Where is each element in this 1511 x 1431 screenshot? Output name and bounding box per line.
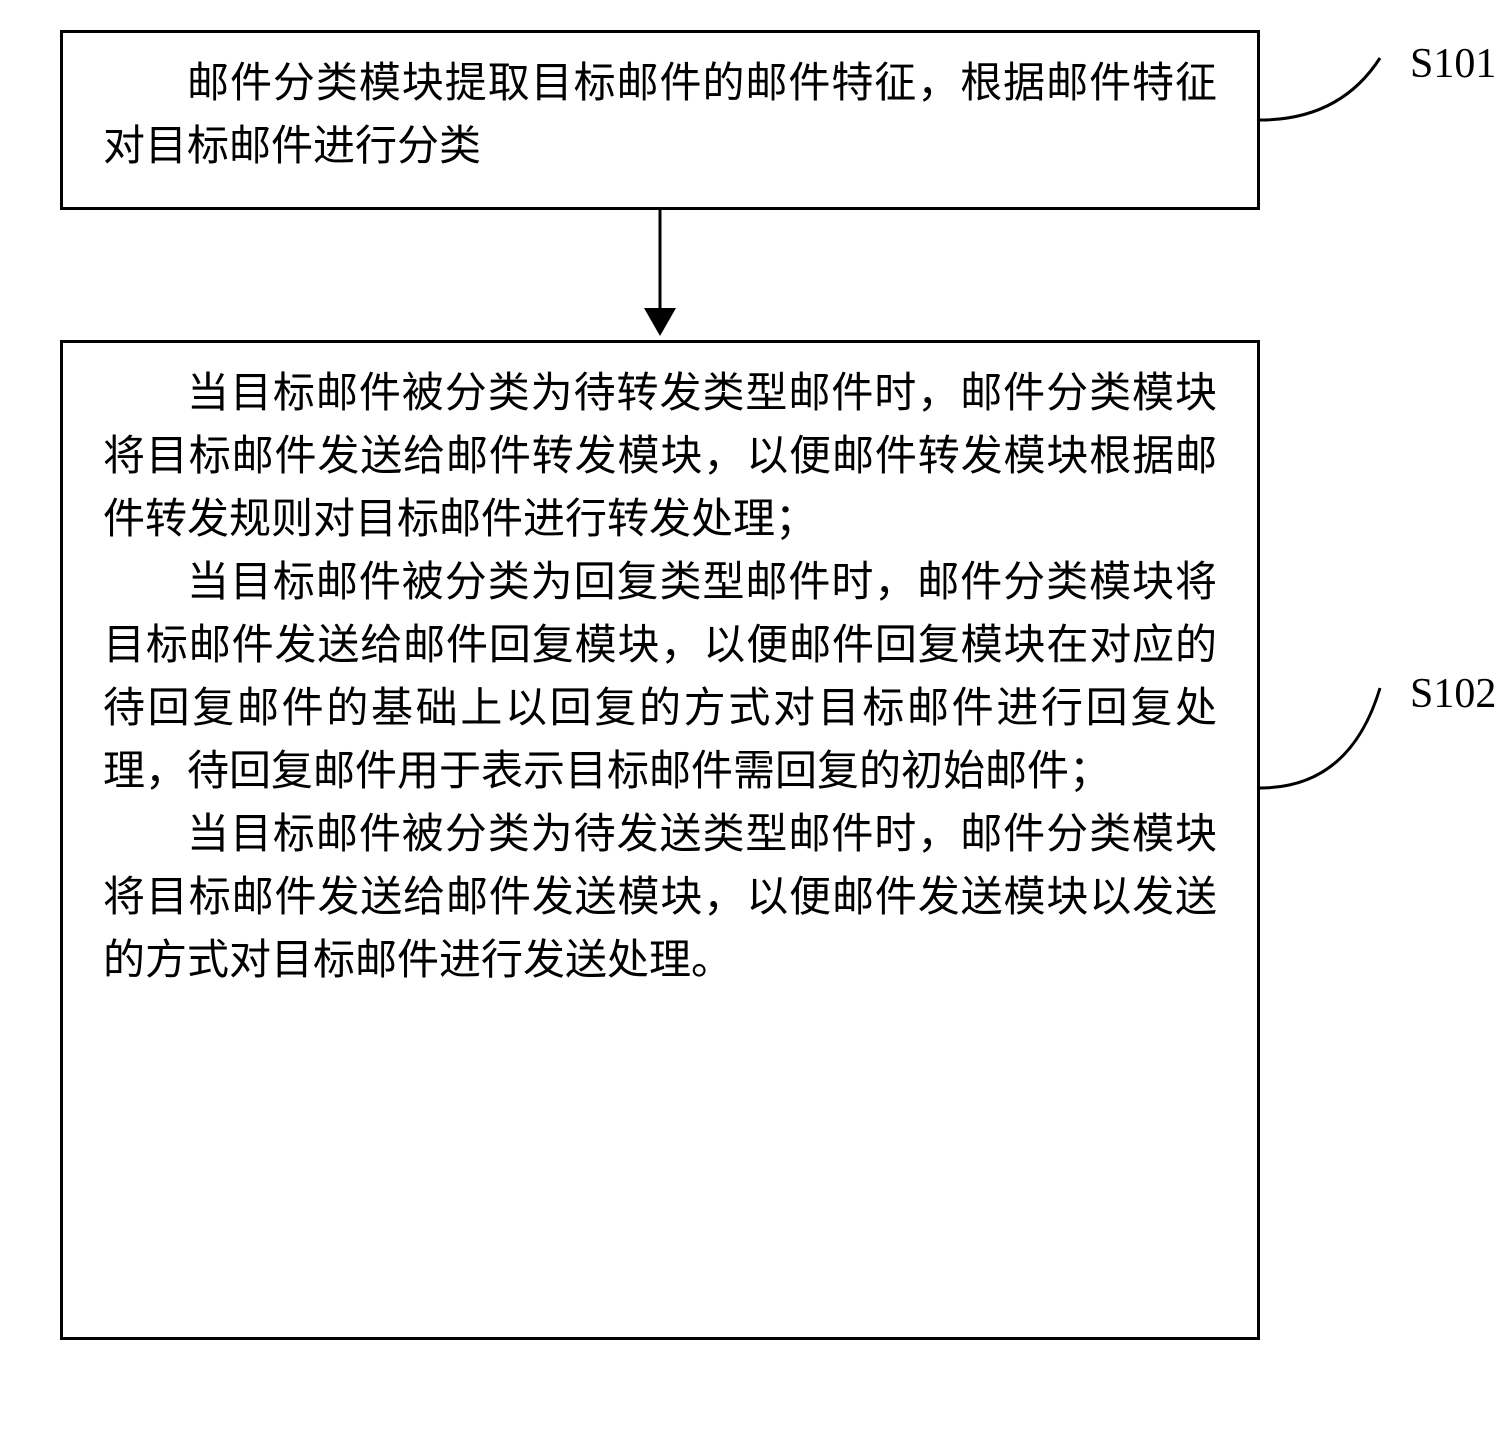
node-s101-text: 邮件分类模块提取目标邮件的邮件特征，根据邮件特征对目标邮件进行分类 xyxy=(103,53,1217,179)
node-s102-para-1: 当目标邮件被分类为待转发类型邮件时，邮件分类模块将目标邮件发送给邮件转发模块，以… xyxy=(103,363,1217,552)
flowchart-node-s102: 当目标邮件被分类为待转发类型邮件时，邮件分类模块将目标邮件发送给邮件转发模块，以… xyxy=(60,340,1260,1340)
step-label-s102: S102 xyxy=(1410,670,1496,718)
arrow-s101-to-s102 xyxy=(60,210,1260,340)
connector-s101 xyxy=(1260,48,1410,128)
node-s102-para-3: 当目标邮件被分类为待发送类型邮件时，邮件分类模块将目标邮件发送给邮件发送模块，以… xyxy=(103,804,1217,993)
step-label-s101: S101 xyxy=(1410,40,1496,88)
arrow-line xyxy=(659,210,662,310)
arrow-head xyxy=(644,308,676,336)
node-s102-para-2: 当目标邮件被分类为回复类型邮件时，邮件分类模块将目标邮件发送给邮件回复模块，以便… xyxy=(103,552,1217,804)
connector-s102 xyxy=(1260,678,1410,798)
flowchart-container: 邮件分类模块提取目标邮件的邮件特征，根据邮件特征对目标邮件进行分类 S101 当… xyxy=(60,30,1380,1340)
flowchart-node-s101: 邮件分类模块提取目标邮件的邮件特征，根据邮件特征对目标邮件进行分类 xyxy=(60,30,1260,210)
